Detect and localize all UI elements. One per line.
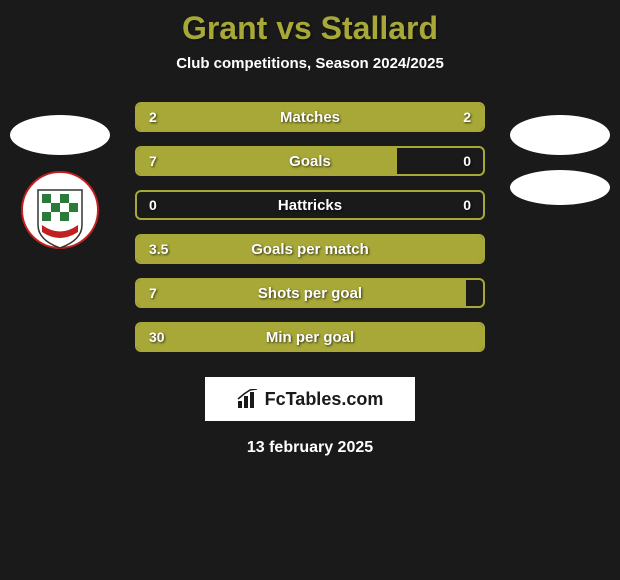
stat-left-value: 2 [149,109,157,125]
stat-label: Goals per match [251,241,369,258]
main-container: Grant vs Stallard Club competitions, Sea… [0,0,620,580]
shield-badge-icon [20,170,100,260]
stat-bar: 0 Hattricks 0 [135,190,485,220]
stat-row: 7 Shots per goal [135,278,485,308]
stats-container: 2 Matches 2 7 Goals 0 0 Hattricks 0 [135,102,485,352]
footer-brand-text: FcTables.com [265,389,384,410]
stat-label: Goals [289,153,331,170]
stat-bar: 30 Min per goal [135,322,485,352]
stat-row: 2 Matches 2 [135,102,485,132]
page-title: Grant vs Stallard [0,10,620,47]
stat-label: Hattricks [278,197,342,214]
stat-left-value: 0 [149,197,157,213]
stat-bar: 7 Shots per goal [135,278,485,308]
stat-right-value: 2 [463,109,471,125]
stat-row: 7 Goals 0 [135,146,485,176]
club-badge-left [20,170,100,260]
stat-row: 30 Min per goal [135,322,485,352]
stat-bar: 7 Goals 0 [135,146,485,176]
subtitle: Club competitions, Season 2024/2025 [0,55,620,72]
club-badge-right [510,170,610,205]
fill-left [137,148,397,174]
stat-left-value: 30 [149,329,165,345]
stat-left-value: 7 [149,153,157,169]
stat-right-value: 0 [463,197,471,213]
stat-bar: 3.5 Goals per match [135,234,485,264]
stat-label: Shots per goal [258,285,362,302]
stat-right-value: 0 [463,153,471,169]
stat-row: 3.5 Goals per match [135,234,485,264]
date-text: 13 february 2025 [0,439,620,457]
stat-label: Min per goal [266,329,354,346]
stat-row: 0 Hattricks 0 [135,190,485,220]
stat-left-value: 3.5 [149,241,168,257]
stat-bar: 2 Matches 2 [135,102,485,132]
stat-label: Matches [280,109,340,126]
stat-left-value: 7 [149,285,157,301]
chart-icon [237,389,259,409]
player-avatar-left [10,115,110,155]
footer-brand: FcTables.com [205,377,415,421]
player-avatar-right [510,115,610,155]
